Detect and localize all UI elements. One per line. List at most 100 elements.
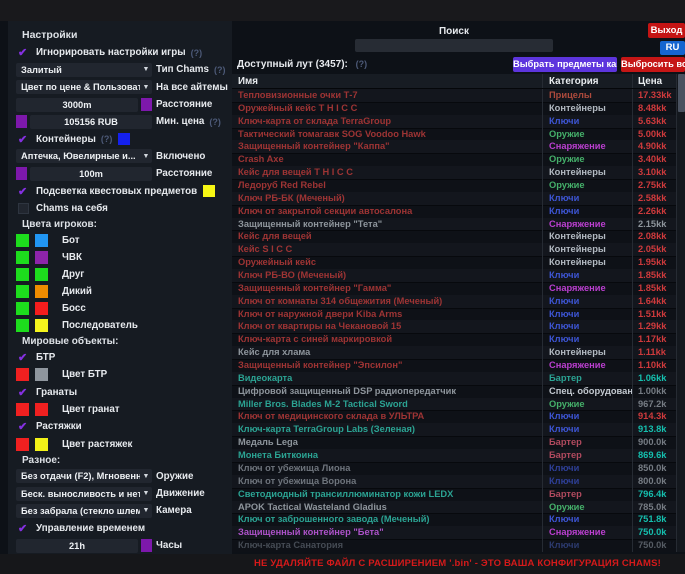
color-swatch[interactable] [35, 284, 48, 298]
loot-row[interactable]: Монета Биткоина Бартер 869.6k [232, 449, 676, 462]
color-swatch[interactable] [35, 403, 48, 416]
loot-category: Снаряжение [542, 359, 632, 372]
dropdown[interactable]: Беск. выносливость и нет уста▼ [16, 486, 152, 501]
color-swatch[interactable] [16, 267, 29, 281]
loot-row[interactable]: Ключ-карта Санатория Ключи 750.0k [232, 539, 676, 552]
color-swatch[interactable] [141, 539, 152, 553]
exit-button[interactable]: Выход [648, 23, 685, 38]
dropdown[interactable]: Без забрала (стекло шлема) ▼ [16, 503, 152, 518]
loot-row[interactable]: Ключ от убежища Лиона Ключи 850.0k [232, 461, 676, 475]
loot-row[interactable]: Ключ от заброшенного завода (Меченый) Клю… [232, 513, 676, 527]
text-input[interactable]: 3000m [16, 97, 138, 112]
loot-name: Защищенный контейнер "Гамма" [238, 282, 392, 293]
checkbox-checked-icon[interactable]: ✔ [18, 386, 28, 399]
color-swatch[interactable] [16, 115, 27, 129]
loot-row[interactable]: Ключ-карта от склада TerraGroup Ключи 5.63… [232, 114, 676, 128]
color-swatch[interactable] [118, 133, 131, 146]
loot-row[interactable]: Ключ от убежища Ворона Ключи 800.0k [232, 474, 676, 488]
text-input[interactable]: 100m [30, 166, 152, 181]
loot-row[interactable]: Ключ-карта с синей маркировкой Ключи 1.17k… [232, 333, 676, 347]
loot-row[interactable]: Ключ от наружной двери Kiba Arms Ключи 1.5… [232, 307, 676, 321]
loot-row[interactable]: Crash Axe Оружие 3.40kk [232, 153, 676, 167]
checkbox-checked-icon[interactable]: ✔ [18, 47, 28, 60]
color-swatch[interactable] [35, 267, 48, 281]
drop-all-button[interactable]: Выбросить все [621, 57, 685, 72]
loot-category: Контейнеры [542, 166, 632, 180]
color-swatch[interactable] [16, 284, 29, 298]
loot-row[interactable]: Защищенный контейнер "Каппа" Снаряжение 4.… [232, 140, 676, 154]
dropdown[interactable]: Цвет по цене & Пользователь▼ [16, 80, 152, 95]
loot-row[interactable]: Ключ РБ-БК (Меченый) Ключи 2.58kk [232, 191, 676, 205]
column-header-category[interactable]: Категория [542, 74, 632, 88]
search-input[interactable] [355, 39, 553, 52]
color-swatch[interactable] [16, 368, 29, 382]
loot-row[interactable]: Miller Bros. Blades M-2 Tactical Sword Ор… [232, 397, 676, 411]
loot-category: Оружие [542, 127, 632, 141]
language-button[interactable]: RU [660, 41, 685, 55]
loot-name: Защищенный контейнер "Тета" [238, 218, 383, 229]
loot-row[interactable]: Ключ от медицинского склада в УЛЬТРА Ключ… [232, 410, 676, 424]
checkbox-checked-icon[interactable]: ✔ [18, 133, 28, 146]
loot-count-text: Доступный лут (3457): [237, 59, 348, 70]
select-kappa-items-button[interactable]: Выбрать предметы каппа [513, 57, 617, 72]
loot-row[interactable]: Защищенный контейнер "Бета" Снаряжение 750… [232, 526, 676, 540]
text-input[interactable]: 105156 RUB [30, 114, 152, 129]
loot-row[interactable]: Медаль Lega Бартер 900.0k [232, 436, 676, 450]
color-swatch[interactable] [16, 318, 29, 332]
player-color-row: Босс [14, 300, 228, 317]
dropdown[interactable]: Без отдачи (F2), Мгновенное п▼ [16, 469, 152, 484]
loot-row[interactable]: Видеокарта Бартер 1.06kk [232, 371, 676, 385]
loot-row[interactable]: Ключ от квартиры на Чекановой 15 Ключи 1.2… [232, 320, 676, 334]
scrollbar[interactable] [676, 74, 685, 552]
color-swatch[interactable] [16, 233, 29, 247]
checkbox-checked-icon[interactable]: ✔ [18, 522, 28, 535]
color-swatch[interactable] [35, 318, 48, 332]
checkbox-checked-icon[interactable]: ✔ [18, 185, 28, 198]
dropdown[interactable]: Залитый ▼ [16, 62, 152, 77]
checkbox-checked-icon[interactable]: ✔ [18, 421, 28, 434]
scrollbar-thumb[interactable] [678, 74, 685, 112]
loot-row[interactable]: Защищенный контейнер "Тета" Снаряжение 2.1… [232, 217, 676, 231]
dropdown[interactable]: Аптечка, Ювелирные и... ▼ [16, 149, 152, 164]
loot-row[interactable]: Кейс для хлама Контейнеры 1.11kk [232, 346, 676, 360]
loot-row[interactable]: Тактический томагавк SOG Voodoo Hawk Оруж… [232, 127, 676, 141]
loot-row[interactable]: Защищенный контейнер "Гамма" Снаряжение 1.… [232, 281, 676, 295]
loot-row[interactable]: Оружейный кейс Контейнеры 1.95kk [232, 256, 676, 270]
color-swatch[interactable] [35, 301, 48, 315]
loot-row[interactable]: Ледоруб Red Rebel Оружие 2.75kk [232, 179, 676, 192]
loot-row[interactable]: APOK Tactical Wasteland Gladius Оружие 785… [232, 500, 676, 514]
color-swatch[interactable] [35, 437, 48, 451]
column-header-name[interactable]: Имя [238, 76, 259, 87]
loot-row[interactable]: Ключ от комнаты 314 общежития (Меченый) К… [232, 294, 676, 308]
color-swatch[interactable] [16, 250, 29, 264]
color-swatch[interactable] [35, 368, 48, 382]
loot-row[interactable]: Кейс для вещей T H I C C Контейнеры 3.10kk [232, 166, 676, 180]
loot-row[interactable]: Цифровой защищенный DSP радиопередатчик С… [232, 384, 676, 398]
loot-price: 2.26kk [632, 204, 676, 218]
checkbox-checked-icon[interactable]: ✔ [18, 352, 28, 365]
loot-row[interactable]: Защищенный контейнер "Эпсилон" Снаряжение… [232, 359, 676, 372]
loot-row[interactable]: Оружейный кейс T H I C C Контейнеры 8.48kk [232, 101, 676, 115]
loot-row[interactable]: Светодиодный трансиллюминатор кожи LEDX Б… [232, 487, 676, 501]
loot-row[interactable]: Кейс для вещей Контейнеры 2.08kk [232, 230, 676, 244]
column-header-price[interactable]: Цена [632, 74, 676, 88]
color-swatch[interactable] [35, 250, 48, 264]
text-input[interactable]: 21h [16, 538, 138, 553]
checkbox-unchecked[interactable] [18, 202, 29, 214]
color-swatch[interactable] [16, 403, 29, 416]
loot-row[interactable]: Ключ РБ-ВО (Меченый) Ключи 1.85kk [232, 269, 676, 282]
color-swatch[interactable] [203, 185, 216, 198]
color-swatch[interactable] [35, 233, 48, 247]
loot-name: Видеокарта [238, 372, 293, 383]
loot-name: Ключ-карта TerraGroup Labs (Зеленая) [238, 424, 416, 435]
loot-row[interactable]: Тепловизионные очки Т-7 Прицелы 17.33kk [232, 89, 676, 102]
color-swatch[interactable] [16, 301, 29, 315]
loot-row[interactable]: Ключ-карта TerraGroup Labs (Зеленая) Ключ… [232, 423, 676, 437]
color-swatch[interactable] [141, 98, 152, 112]
color-swatch[interactable] [16, 167, 27, 181]
loot-row[interactable]: Кейс S I C C Контейнеры 2.05kk [232, 243, 676, 257]
loot-category: Контейнеры [542, 243, 632, 257]
loot-table-header: Имя Категория Цена [232, 74, 676, 89]
loot-row[interactable]: Ключ от закрытой секции автосалона Ключи 2… [232, 204, 676, 218]
color-swatch[interactable] [16, 437, 29, 451]
